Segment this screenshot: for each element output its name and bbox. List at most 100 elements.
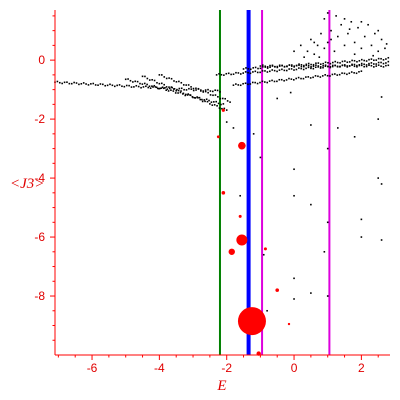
scatter-point <box>310 292 312 294</box>
data-point <box>344 60 346 62</box>
data-point <box>148 79 151 81</box>
data-point <box>214 89 216 91</box>
data-point <box>288 77 290 80</box>
data-point <box>252 71 254 73</box>
data-point <box>172 90 175 92</box>
data-point <box>154 86 157 88</box>
data-point <box>302 77 305 80</box>
data-point <box>179 91 182 94</box>
data-point <box>319 66 322 68</box>
data-point <box>207 91 209 94</box>
data-point <box>159 87 162 90</box>
data-point <box>283 79 285 82</box>
data-point <box>300 64 303 66</box>
data-point <box>254 66 257 69</box>
data-point <box>303 64 305 67</box>
data-point <box>382 59 385 61</box>
data-point <box>124 78 127 81</box>
data-point <box>244 82 247 85</box>
data-point <box>129 79 132 82</box>
data-point <box>373 63 375 65</box>
data-point <box>247 83 249 86</box>
data-point <box>160 82 163 85</box>
cluster-point <box>293 50 295 53</box>
data-point <box>360 58 363 61</box>
cluster-point <box>313 41 316 44</box>
cluster-point <box>363 35 366 38</box>
data-point <box>264 66 267 68</box>
data-point <box>186 94 189 96</box>
data-point <box>285 69 288 72</box>
data-point <box>218 73 220 75</box>
data-point <box>141 83 144 85</box>
data-point <box>365 65 368 68</box>
data-point <box>291 64 293 66</box>
data-point <box>285 79 288 81</box>
data-point <box>305 76 307 78</box>
data-point <box>213 104 216 106</box>
data-point <box>94 84 97 86</box>
data-point <box>212 94 214 97</box>
data-point <box>281 64 283 67</box>
data-point <box>293 66 295 68</box>
scatter-point <box>293 277 295 280</box>
highlight-point <box>263 247 267 251</box>
data-point <box>360 62 363 65</box>
data-point <box>168 77 170 79</box>
data-point <box>187 84 190 86</box>
data-point <box>118 84 121 86</box>
data-point <box>353 65 356 68</box>
data-point <box>192 89 195 92</box>
highlight-point <box>275 288 280 292</box>
data-point <box>202 91 205 93</box>
data-point <box>227 72 230 75</box>
data-point <box>99 83 102 85</box>
data-point <box>199 98 202 101</box>
data-point <box>201 100 204 103</box>
data-point <box>239 73 242 75</box>
data-point <box>327 65 329 68</box>
data-point <box>326 74 329 77</box>
data-point <box>298 64 300 67</box>
data-point <box>368 64 370 67</box>
data-point <box>334 73 336 75</box>
data-point <box>321 75 324 77</box>
cluster-point <box>343 18 346 20</box>
x-tick-label: -6 <box>87 361 98 375</box>
data-point <box>239 84 242 87</box>
data-point <box>273 80 276 83</box>
data-point <box>160 87 163 89</box>
data-point <box>230 73 232 76</box>
data-point <box>314 75 317 77</box>
data-point <box>329 62 332 65</box>
data-point <box>271 79 273 82</box>
data-point <box>221 97 224 100</box>
data-point <box>358 71 360 73</box>
data-point <box>206 100 209 103</box>
cluster-point <box>353 53 356 56</box>
data-point <box>170 86 173 88</box>
data-point <box>242 72 245 74</box>
data-point <box>276 70 278 73</box>
data-point <box>149 87 152 89</box>
data-point <box>274 65 276 68</box>
data-point <box>334 60 337 63</box>
data-point <box>151 78 153 81</box>
cluster-point <box>340 23 342 26</box>
data-point <box>319 63 322 66</box>
data-point <box>215 74 218 76</box>
data-point <box>214 94 217 96</box>
data-point <box>130 86 133 88</box>
data-point <box>216 89 219 92</box>
data-point <box>382 62 385 65</box>
data-point <box>288 64 291 66</box>
data-point <box>211 104 214 106</box>
data-point <box>177 92 179 94</box>
data-point <box>332 61 334 64</box>
data-point <box>208 99 210 102</box>
data-point <box>244 71 247 73</box>
data-point <box>75 82 78 84</box>
y-axis-label: <J3> <box>10 176 44 192</box>
scatter-point <box>310 203 312 206</box>
